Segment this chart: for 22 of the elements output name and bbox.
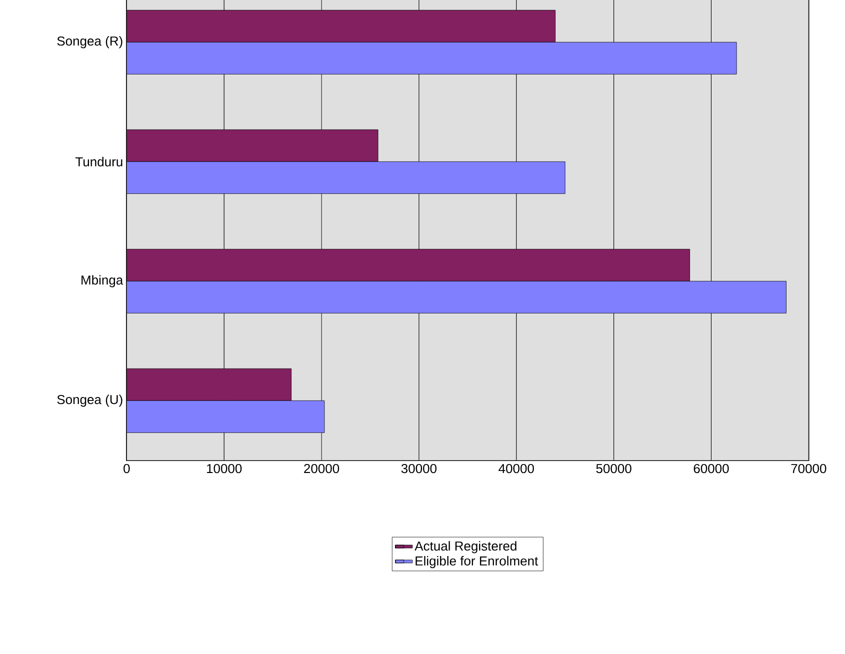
y-tick-label: Songea (U) [57, 394, 122, 407]
x-tick-label: 40000 [498, 464, 534, 474]
x-tick-label: 70000 [791, 464, 826, 474]
x-tick-label: 30000 [401, 464, 437, 474]
legend-label: Eligible for Enrolment [416, 556, 538, 568]
bar [126, 400, 325, 433]
bar [126, 161, 566, 194]
y-tick-label: Songea (R) [57, 36, 122, 48]
x-tick-label: 50000 [596, 464, 632, 474]
bar [126, 248, 690, 282]
bar [126, 280, 786, 314]
x-tick-label: 10000 [207, 464, 242, 474]
bar [126, 129, 378, 162]
x-tick-label: 60000 [694, 464, 729, 474]
x-tick-label: 20000 [304, 464, 340, 474]
bar [126, 368, 292, 401]
x-tick-label: 0 [124, 464, 130, 474]
bar [126, 10, 556, 42]
legend-label: Actual Registered [414, 541, 516, 554]
bar [126, 42, 737, 74]
y-tick-label: Mbinga [82, 275, 124, 288]
y-tick-label: Tunduru [75, 156, 122, 166]
